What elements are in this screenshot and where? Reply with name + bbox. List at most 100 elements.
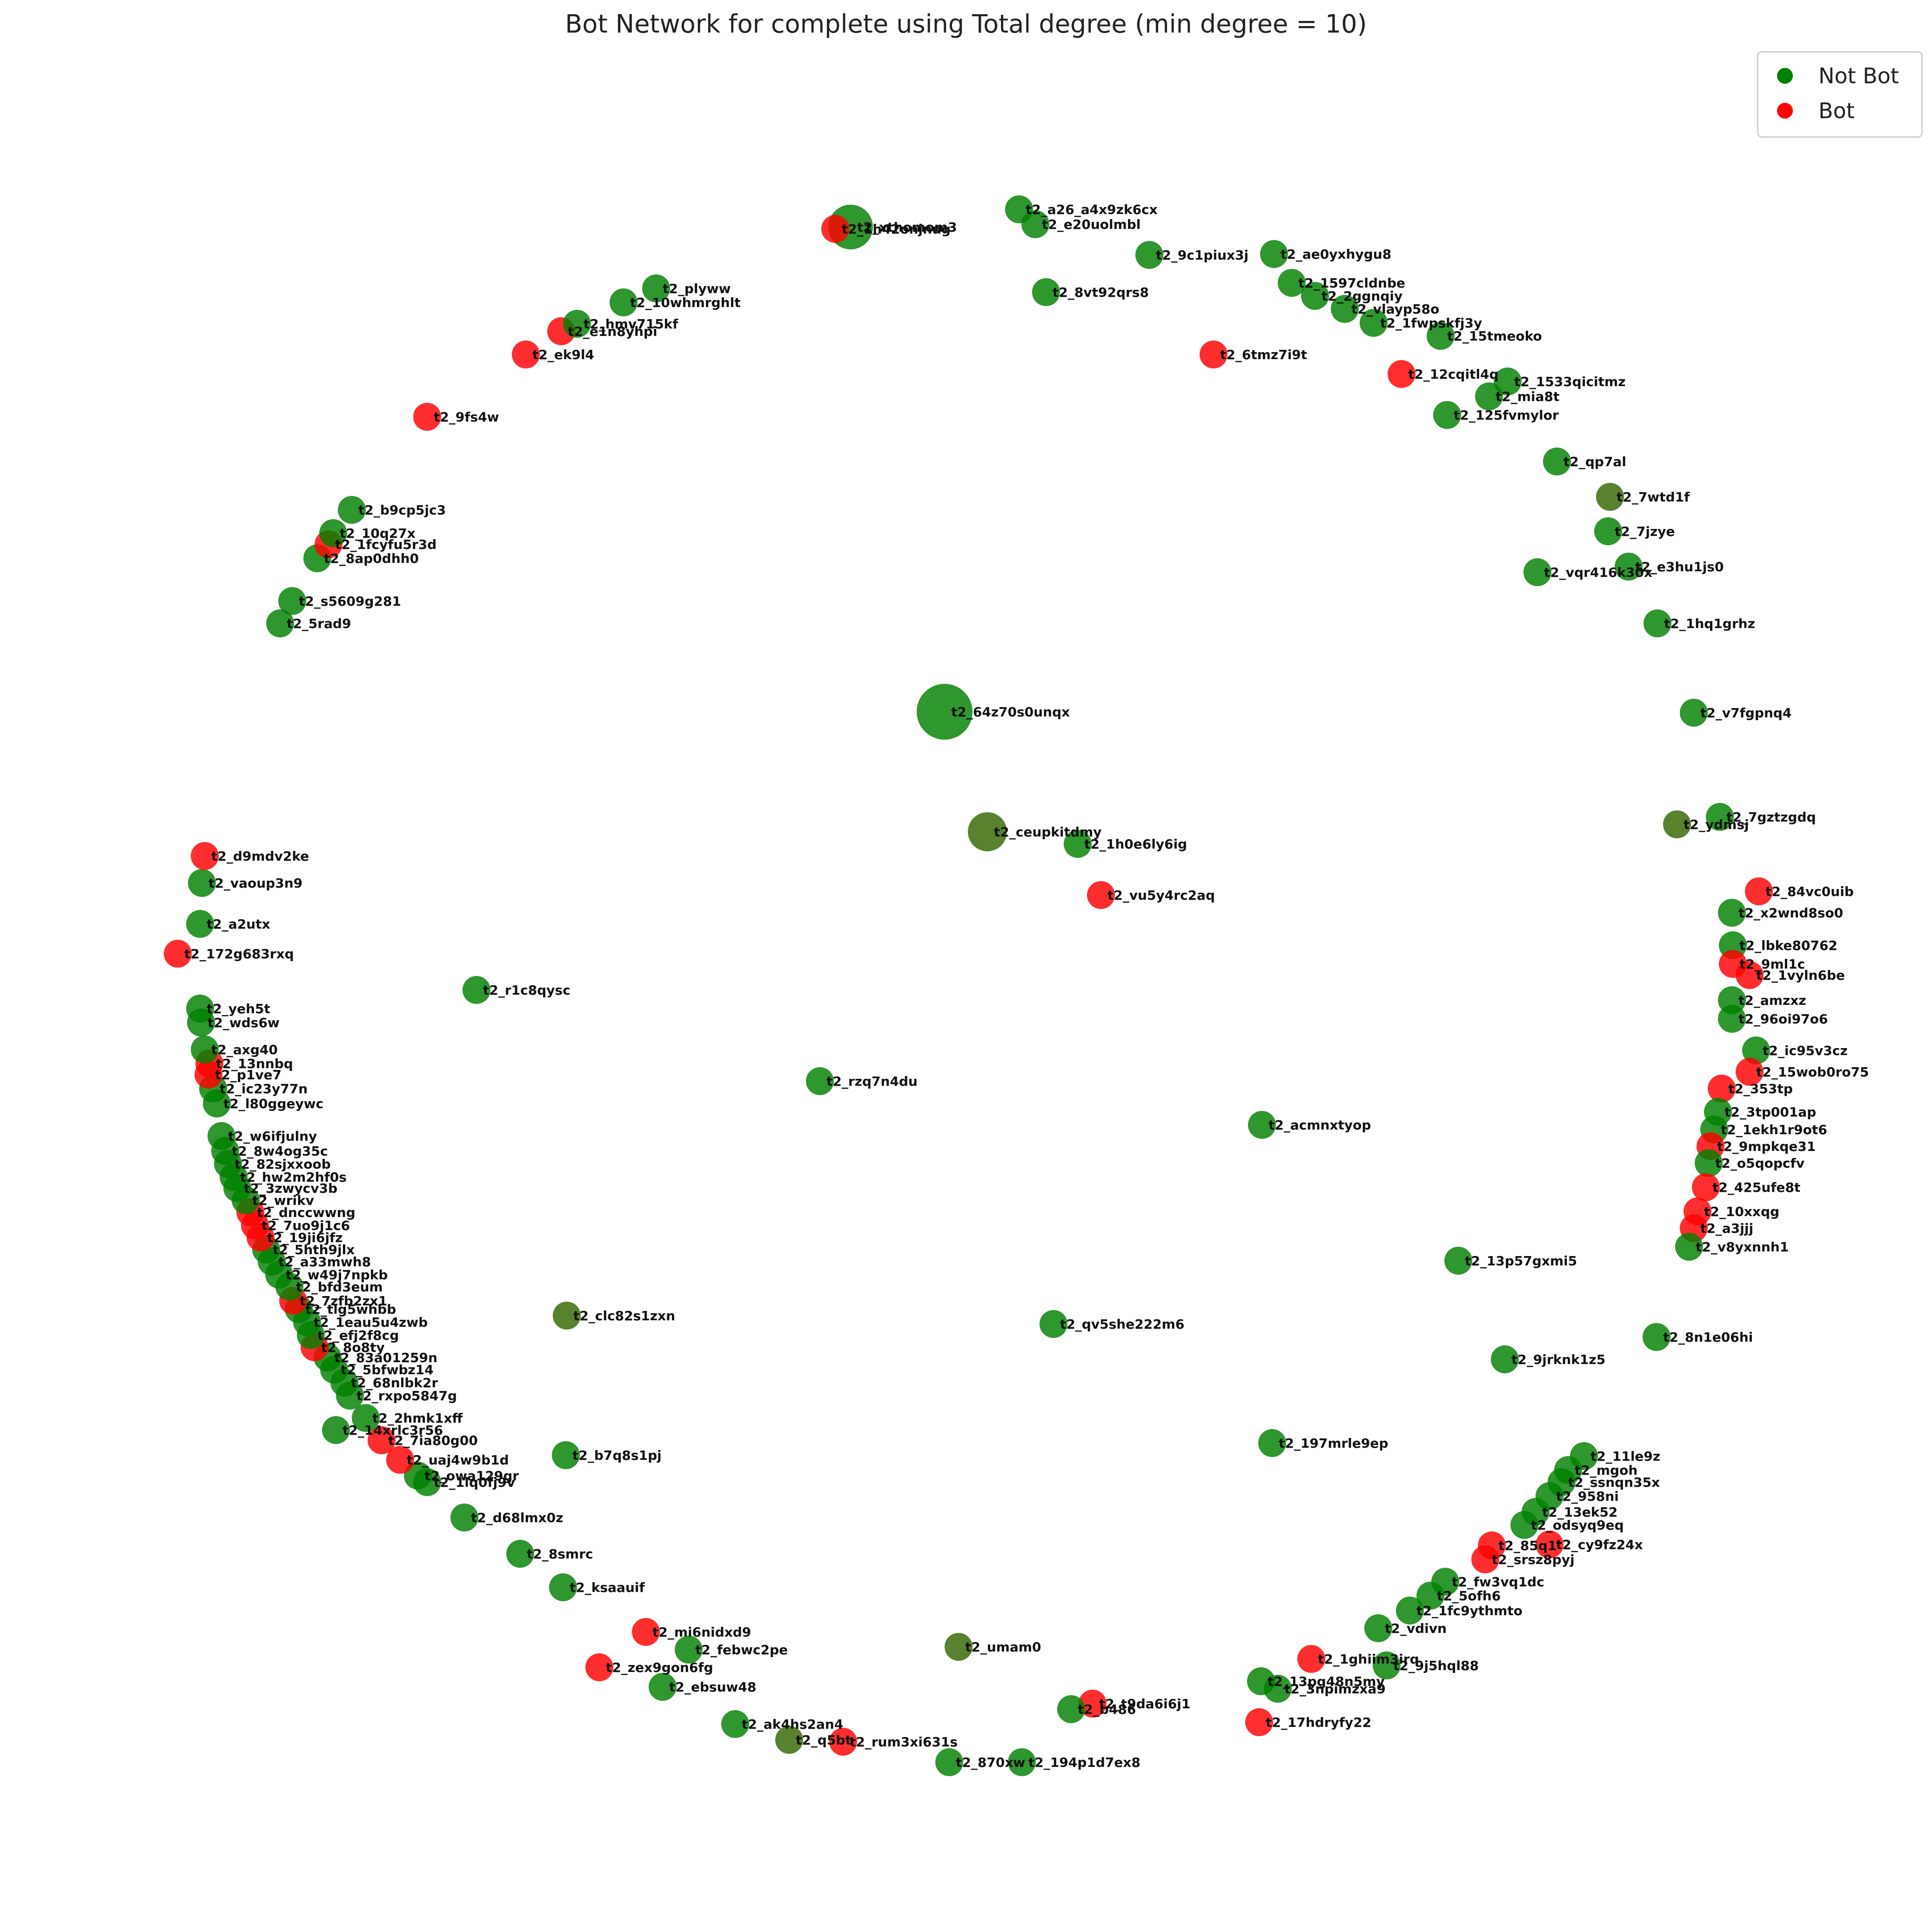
node-label: t2_96oi97o6 <box>1738 1011 1828 1027</box>
node-label: t2_1fwpskfj3y <box>1380 315 1482 331</box>
node-label: t2_ebsuw48 <box>669 1679 756 1695</box>
legend-item-not-bot: Not Bot <box>1777 62 1899 90</box>
node-label: t2_1lq0fj9v <box>434 1475 515 1490</box>
node-label: t2_plyww <box>663 281 731 296</box>
node-label: t2_1ghiim3irq <box>1318 1651 1419 1667</box>
graph-node <box>1135 241 1163 269</box>
graph-node <box>164 940 192 968</box>
graph-node <box>450 1504 478 1531</box>
node-label: t2_9fs4w <box>434 409 499 425</box>
node-label: t2_acmnxtyop <box>1268 1117 1371 1133</box>
node-label: t2_2ggnqiy <box>1322 288 1402 304</box>
node-label: t2_owa129gr <box>424 1468 519 1484</box>
graph-node <box>829 1728 857 1756</box>
graph-node <box>413 403 441 431</box>
graph-node <box>1297 1645 1325 1673</box>
legend-label-bot: Bot <box>1818 98 1855 123</box>
graph-node <box>1032 278 1060 306</box>
node-label: t2_8n1e06hi <box>1663 1330 1753 1345</box>
graph-node <box>1021 210 1049 238</box>
graph-node <box>1692 1173 1720 1201</box>
node-label: t2_ek9l4 <box>532 347 594 362</box>
graph-node <box>278 587 306 615</box>
node-label: t2_13nnbq <box>216 1056 293 1071</box>
graph-node <box>1745 877 1773 905</box>
node-label: t2_82sjxxoob <box>235 1157 331 1172</box>
graph-node <box>553 1302 581 1330</box>
graph-node <box>649 1673 677 1701</box>
node-label: t2_19ji6jfz <box>267 1230 343 1245</box>
graph-node <box>1364 1614 1392 1642</box>
node-label: t2_7uo9j1c6 <box>262 1218 350 1233</box>
graph-node <box>413 1468 441 1496</box>
node-label: t2_febwc2pe <box>695 1642 788 1658</box>
node-label: t2_5bfwbz14 <box>341 1362 434 1377</box>
legend-label-not-bot: Not Bot <box>1818 63 1899 88</box>
node-label: t2_197mrle9ep <box>1279 1436 1388 1451</box>
node-label: t2_8smrc <box>527 1546 593 1562</box>
node-label: t2_425ufe8t <box>1712 1180 1800 1195</box>
node-label: t2_a3jjj <box>1700 1221 1753 1236</box>
node-label: t2_rum3xi631s <box>850 1734 958 1750</box>
node-label: t2_7jzye <box>1615 524 1675 539</box>
graph-node <box>1008 1748 1036 1776</box>
node-label: t2_zex9gon6fg <box>606 1660 713 1675</box>
graph-node <box>1260 240 1288 268</box>
graph-node <box>1200 341 1228 368</box>
graph-node <box>1663 810 1691 838</box>
graph-node <box>1596 483 1624 511</box>
node-label: t2_vqr416k30x <box>1544 565 1652 580</box>
node-label: t2_l80ggeywc <box>223 1096 323 1111</box>
graph-node <box>1245 1708 1273 1736</box>
node-label: t2_e1n8yhpi <box>568 324 657 339</box>
node-label: t2_b7q8s1pj <box>572 1448 662 1463</box>
graph-node <box>191 842 219 870</box>
node-label: t2_64z70s0unqx <box>951 704 1070 720</box>
graph-node <box>1248 1111 1276 1139</box>
graph-node <box>1278 269 1306 297</box>
graph-node <box>1736 961 1764 989</box>
graph-node <box>208 1122 235 1150</box>
graph-node <box>1360 309 1388 337</box>
node-label: t2_9j5hql88 <box>1393 1658 1479 1673</box>
node-label: t2_efj2f8cg <box>317 1328 399 1343</box>
graph-node <box>322 1416 350 1444</box>
node-label: t2_a2utx <box>207 916 270 932</box>
graph-node <box>1064 830 1092 858</box>
legend: Not Bot Bot <box>1757 51 1923 138</box>
node-label: t2_125fvmylor <box>1454 408 1559 423</box>
node-label: t2_84vc0uib <box>1765 884 1854 899</box>
node-label: t2_9jrknk1z5 <box>1511 1352 1605 1367</box>
graph-node <box>1523 558 1551 586</box>
node-label: t2_d68lmx0z <box>471 1510 564 1525</box>
node-label: t2_5rad9 <box>287 616 351 631</box>
node-label: t2_s5609g281 <box>299 594 401 609</box>
node-label: t2_ksaauif <box>570 1580 645 1595</box>
node-label: t2_8ap0dhh0 <box>324 551 419 566</box>
node-label: t2_85q1 <box>1498 1538 1556 1553</box>
node-label: t2_194p1d7ex8 <box>1028 1755 1140 1770</box>
node-label: t2_hw2m2hf0s <box>240 1170 347 1185</box>
graph-node <box>1718 1005 1746 1033</box>
graph-node <box>1471 1545 1499 1573</box>
node-label: t2_clc82s1zxn <box>573 1308 675 1324</box>
graph-node <box>1742 1036 1770 1064</box>
node-label: t2_10whmrghlt <box>630 295 741 310</box>
node-label: t2_15tmeoko <box>1447 328 1542 344</box>
graph-node <box>585 1653 613 1681</box>
graph-node <box>1706 803 1734 831</box>
graph-node <box>338 496 366 524</box>
graph-node <box>506 1540 534 1568</box>
node-label: t2_2hmk1xff <box>372 1411 463 1426</box>
node-label: t2_vlayp58o <box>1351 301 1439 317</box>
node-label: t2_vaoup3n9 <box>208 876 302 891</box>
node-label: t2_1ekh1r9ot6 <box>1721 1122 1827 1137</box>
graph-node <box>1494 368 1522 395</box>
node-label: t2_ic23y77n <box>220 1081 308 1096</box>
node-label: t2_17hdryfy22 <box>1266 1715 1371 1730</box>
graph-node <box>642 274 670 302</box>
node-label: t2_6tmz7i9t <box>1220 347 1307 362</box>
node-label: t2_vdivn <box>1385 1621 1447 1636</box>
